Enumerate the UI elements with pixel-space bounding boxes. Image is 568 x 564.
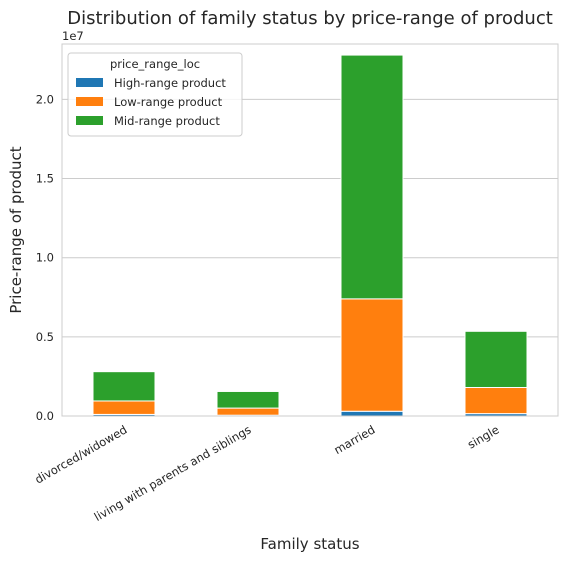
y-tick-labels: 0.0 0.5 1.0 1.5 2.0 (36, 92, 54, 423)
bar-segment (464, 387, 528, 415)
x-tick-label: married (331, 422, 377, 457)
y-tick-label: 0.5 (36, 330, 54, 344)
plot-frame (61, 43, 559, 417)
legend-swatch (76, 116, 103, 125)
x-tick-label: divorced/widowed (32, 422, 129, 486)
y-axis-label: Price-range of product (7, 146, 25, 313)
legend-label: High-range product (114, 76, 226, 90)
legend-frame (67, 52, 243, 137)
legend-label: Mid-range product (114, 114, 220, 128)
legend: price_range_loc High-range product Low-ra… (67, 52, 243, 137)
y-tick-label: 1.0 (36, 251, 54, 265)
bar-segment (340, 298, 404, 412)
y-tick-label: 0.0 (36, 409, 54, 423)
y-offset-text: 1e7 (62, 29, 84, 43)
bar-segment (464, 330, 528, 389)
bar-segment (340, 54, 404, 300)
bar-segment (92, 371, 156, 402)
x-axis-label: Family status (260, 535, 359, 553)
chart-title: Distribution of family status by price-r… (67, 8, 553, 29)
legend-swatch (76, 97, 103, 106)
x-tick-label: single (465, 422, 501, 451)
legend-swatch (76, 78, 103, 87)
bar-segment (216, 390, 280, 409)
bars (92, 54, 528, 417)
legend-title: price_range_loc (110, 57, 200, 71)
legend-label: Low-range product (114, 95, 223, 109)
bar-segment (340, 410, 404, 417)
bar-segment (92, 400, 156, 415)
bar-segment (216, 407, 280, 416)
y-tick-label: 2.0 (36, 92, 54, 106)
y-tick-label: 1.5 (36, 172, 54, 186)
